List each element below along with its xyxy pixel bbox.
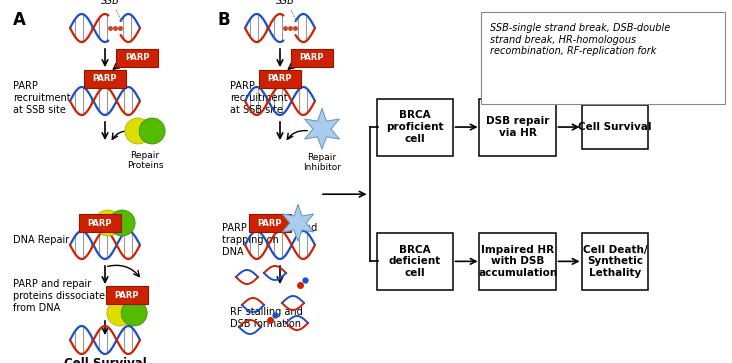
FancyBboxPatch shape xyxy=(249,214,291,232)
Text: PARP: PARP xyxy=(124,53,149,62)
Text: Repair
Inhibitor: Repair Inhibitor xyxy=(303,153,341,172)
FancyBboxPatch shape xyxy=(581,233,649,290)
Text: DSB repair
via HR: DSB repair via HR xyxy=(486,116,550,138)
Circle shape xyxy=(122,300,147,326)
Text: Cell Death/
Synthetic
Lethality: Cell Death/ Synthetic Lethality xyxy=(583,245,647,278)
FancyBboxPatch shape xyxy=(581,105,649,149)
FancyBboxPatch shape xyxy=(116,49,158,67)
FancyBboxPatch shape xyxy=(259,70,301,88)
Text: Cell Survival: Cell Survival xyxy=(64,357,146,363)
Text: BRCA
proficient
cell: BRCA proficient cell xyxy=(386,110,444,144)
Text: SSB: SSB xyxy=(275,0,294,6)
Text: PARP: PARP xyxy=(93,74,117,83)
Text: PARP
recruitment
at SSB site: PARP recruitment at SSB site xyxy=(230,81,288,115)
Circle shape xyxy=(125,118,151,144)
FancyBboxPatch shape xyxy=(479,233,556,290)
Text: Repair
Proteins: Repair Proteins xyxy=(127,151,163,170)
Polygon shape xyxy=(283,205,313,241)
Text: SSB-single strand break, DSB-double
strand break, HR-homologous
recombination, R: SSB-single strand break, DSB-double stra… xyxy=(490,23,671,56)
FancyBboxPatch shape xyxy=(479,98,556,156)
FancyBboxPatch shape xyxy=(79,214,121,232)
Text: PARP and repair
proteins dissociate
from DNA: PARP and repair proteins dissociate from… xyxy=(13,280,105,313)
FancyBboxPatch shape xyxy=(106,286,148,304)
FancyBboxPatch shape xyxy=(376,233,454,290)
FancyBboxPatch shape xyxy=(84,70,126,88)
Text: PARP: PARP xyxy=(115,290,139,299)
Polygon shape xyxy=(305,109,340,149)
Circle shape xyxy=(107,300,132,326)
Circle shape xyxy=(109,210,135,236)
Circle shape xyxy=(95,210,121,236)
Text: A: A xyxy=(13,11,26,29)
Text: BRCA
deficient
cell: BRCA deficient cell xyxy=(389,245,441,278)
FancyBboxPatch shape xyxy=(291,49,333,67)
Text: RF stalling and
DSB formation: RF stalling and DSB formation xyxy=(230,307,303,329)
Text: PARP: PARP xyxy=(88,219,112,228)
Text: DNA Repair: DNA Repair xyxy=(13,235,70,245)
Text: PARP: PARP xyxy=(299,53,324,62)
Text: PARP: PARP xyxy=(258,219,283,228)
Text: SSB: SSB xyxy=(100,0,119,6)
Text: PARP inhibition and
trapping on
DNA: PARP inhibition and trapping on DNA xyxy=(222,223,317,257)
Text: Impaired HR
with DSB
accumulation: Impaired HR with DSB accumulation xyxy=(479,245,558,278)
Text: PARP
recruitment
at SSB site: PARP recruitment at SSB site xyxy=(13,81,70,115)
Text: PARP: PARP xyxy=(268,74,292,83)
FancyBboxPatch shape xyxy=(376,98,454,156)
Text: Cell Survival: Cell Survival xyxy=(578,122,651,132)
Circle shape xyxy=(139,118,165,144)
FancyBboxPatch shape xyxy=(481,12,725,104)
Text: B: B xyxy=(218,11,231,29)
